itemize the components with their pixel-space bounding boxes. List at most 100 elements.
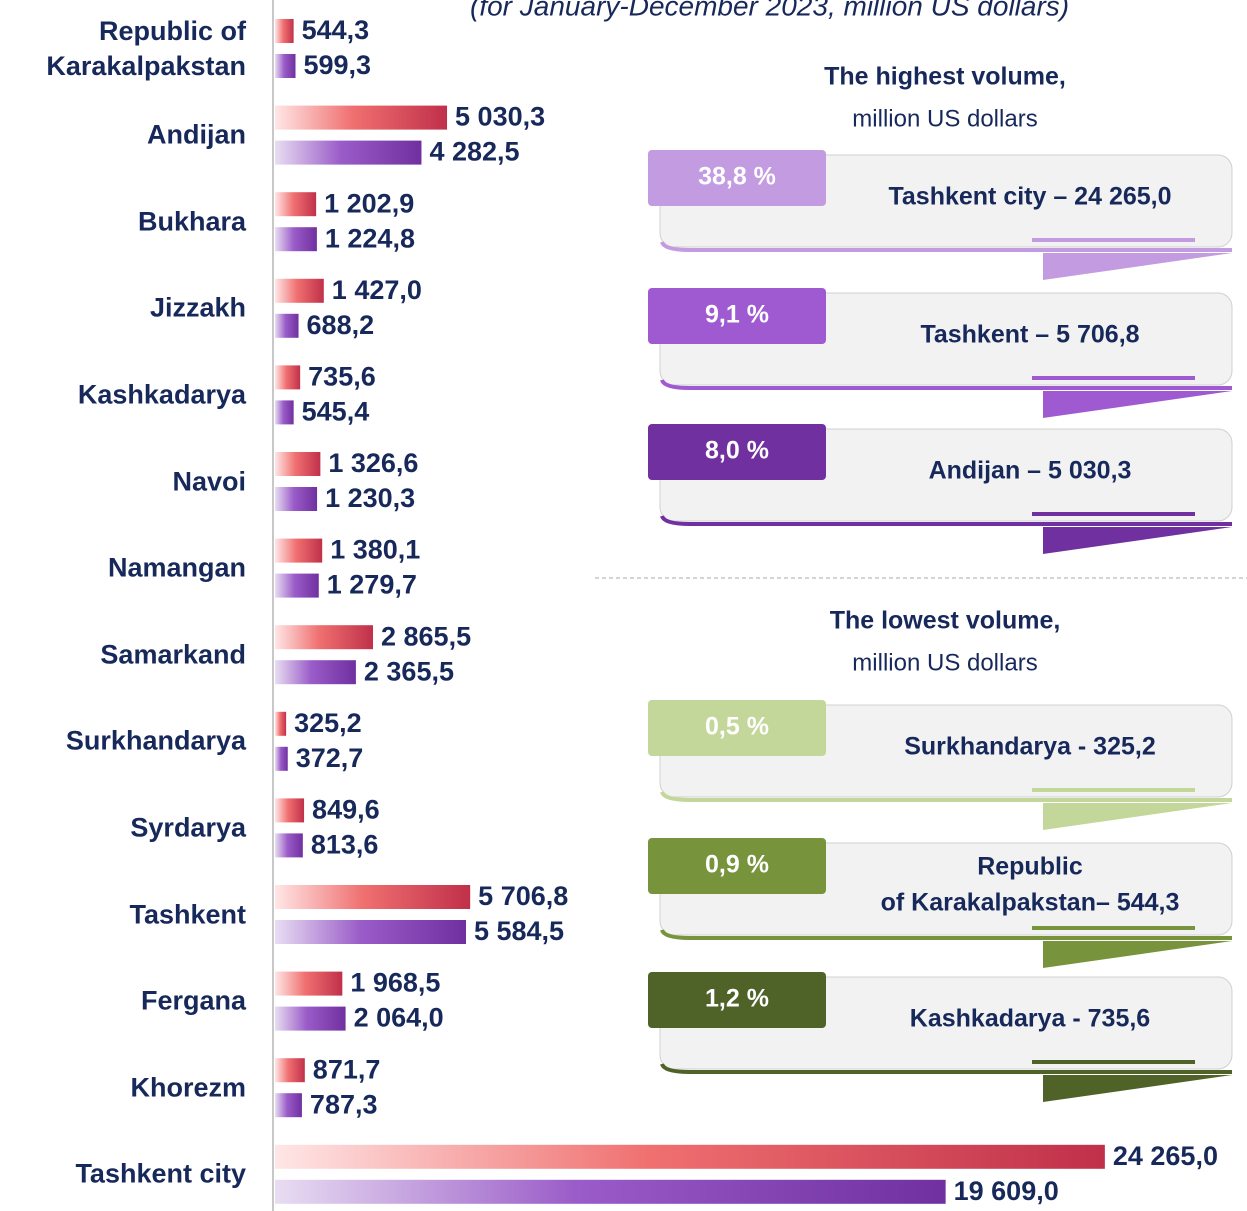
bar [275, 1144, 1105, 1169]
value-label: 19 609,0 [954, 1176, 1059, 1206]
bar [275, 1058, 305, 1083]
card-ribbon [1043, 391, 1232, 418]
category-label: Tashkent city [75, 1158, 246, 1189]
chart-subtitle: (for January-December 2023, million US d… [470, 0, 1069, 21]
card-underline [660, 241, 1232, 252]
percent-label: 9,1 % [705, 301, 769, 329]
bar [275, 625, 374, 650]
bar [275, 573, 319, 598]
card-label: of Karakalpakstan– 544,3 [881, 889, 1180, 917]
value-label: 1 968,5 [350, 968, 440, 998]
card-underline [660, 515, 1232, 526]
value-label: 5 030,3 [455, 102, 545, 132]
bar [275, 833, 303, 858]
card-underline [660, 379, 1232, 390]
card-ribbon [1043, 527, 1232, 554]
value-label: 787,3 [310, 1089, 378, 1119]
percent-label: 8,0 % [705, 437, 769, 465]
category-label: Navoi [172, 466, 246, 496]
bar [275, 1093, 302, 1118]
value-label: 1 380,1 [330, 535, 420, 565]
card-ribbon [1043, 1075, 1232, 1102]
value-label: 599,3 [303, 50, 371, 80]
bar [275, 105, 448, 130]
value-label: 1 224,8 [325, 223, 415, 253]
value-label: 325,2 [294, 708, 362, 738]
value-label: 1 202,9 [324, 188, 414, 218]
percent-tab [648, 288, 826, 344]
bar [275, 140, 422, 165]
percent-label: 0,5 % [705, 713, 769, 741]
category-label: Namangan [107, 552, 246, 583]
card-label: Republic [977, 853, 1083, 881]
category-label: Andijan [147, 119, 246, 150]
bar [275, 400, 294, 425]
value-label: 544,3 [302, 15, 370, 45]
bar [275, 313, 299, 338]
value-label: 2 865,5 [381, 621, 471, 651]
percent-label: 38,8 % [698, 163, 776, 191]
percent-tab [648, 150, 826, 206]
bar [275, 192, 317, 217]
bar [275, 1006, 346, 1031]
bar [275, 19, 294, 43]
bar [275, 971, 343, 996]
bar [275, 746, 288, 771]
percent-tab [648, 700, 826, 756]
category-label: Republic of Karakalpakstan [46, 15, 246, 81]
card-ribbon [1043, 253, 1232, 280]
category-label: Surkhandarya [65, 725, 246, 756]
card-label: Andijan – 5 030,3 [929, 457, 1132, 485]
value-label: 849,6 [312, 795, 380, 825]
bar [275, 711, 287, 736]
category-label: Fergana [140, 985, 246, 1016]
bar [275, 365, 301, 390]
value-label: 1 427,0 [332, 275, 422, 305]
value-label: 735,6 [308, 362, 376, 392]
value-label: 688,2 [307, 310, 375, 340]
card-ribbon [1043, 803, 1232, 830]
value-label: 2 064,0 [354, 1003, 444, 1033]
panel-title: The highest volume, [824, 63, 1066, 91]
card-label: Surkhandarya - 325,2 [904, 733, 1156, 761]
panel-subtitle: million US dollars [852, 649, 1037, 676]
bar [275, 1179, 946, 1204]
value-label: 813,6 [311, 830, 379, 860]
category-label: Samarkand [100, 639, 246, 670]
card-underline [660, 929, 1232, 940]
category-label: Syrdarya [130, 812, 246, 843]
category-label: Bukhara [137, 206, 246, 237]
card-ribbon [1043, 941, 1232, 968]
bar [275, 487, 318, 511]
value-label: 871,7 [313, 1054, 381, 1084]
percent-tab [648, 838, 826, 894]
value-label: 1 279,7 [327, 570, 417, 600]
percent-tab [648, 424, 826, 480]
card-label: Kashkadarya - 735,6 [910, 1005, 1150, 1033]
value-label: 1 326,6 [328, 448, 418, 478]
card-underline [660, 1063, 1232, 1074]
bar [275, 660, 356, 685]
card-label: Tashkent – 5 706,8 [920, 321, 1139, 349]
value-label: 545,4 [302, 397, 370, 427]
bar [275, 538, 323, 563]
bar [275, 452, 321, 476]
category-label: Jizzakh [149, 292, 246, 323]
percent-label: 0,9 % [705, 851, 769, 879]
value-label: 372,7 [296, 743, 364, 773]
card-label: Tashkent city – 24 265,0 [888, 183, 1171, 211]
card-underline [660, 791, 1232, 802]
value-label: 1 230,3 [325, 483, 415, 513]
value-label: 5 584,5 [474, 916, 564, 946]
value-label: 24 265,0 [1113, 1141, 1218, 1171]
panel-subtitle: million US dollars [852, 105, 1037, 132]
bar [275, 920, 466, 944]
value-label: 5 706,8 [478, 881, 568, 911]
category-label: Tashkent [129, 899, 246, 929]
panel-title: The lowest volume, [830, 607, 1061, 635]
category-label: Khorezm [130, 1072, 246, 1103]
bar [275, 227, 317, 252]
percent-label: 1,2 % [705, 985, 769, 1013]
